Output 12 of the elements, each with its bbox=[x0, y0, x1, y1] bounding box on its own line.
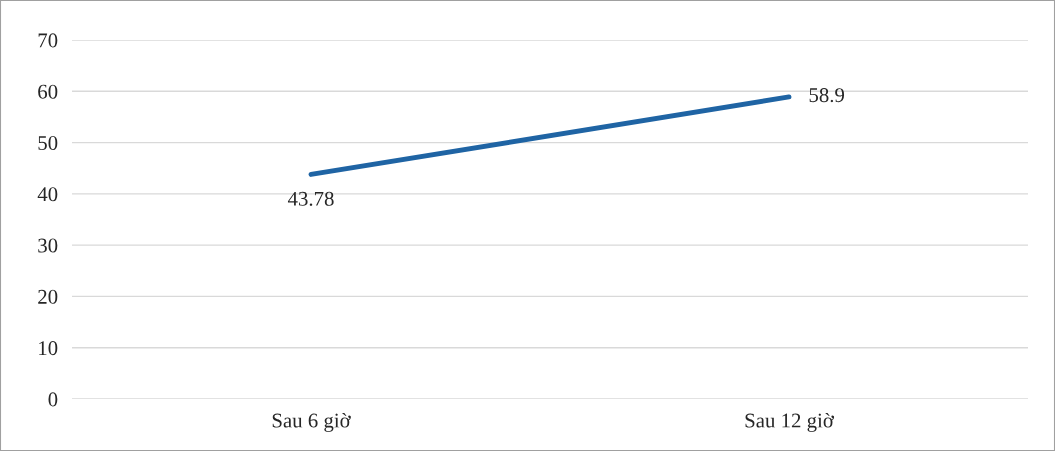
y-tick-label: 50 bbox=[38, 135, 58, 150]
y-tick-label: 20 bbox=[38, 289, 58, 304]
y-tick-label: 40 bbox=[37, 187, 58, 202]
y-tick-label: 30 bbox=[38, 238, 58, 253]
y-tick-label: 70 bbox=[38, 33, 58, 48]
data-label: 43.78 bbox=[287, 191, 334, 206]
x-tick-label: Sau 6 giờ bbox=[272, 412, 351, 432]
data-label: 58.9 bbox=[809, 88, 845, 103]
y-tick-label: 0 bbox=[48, 392, 58, 407]
y-tick-label: 60 bbox=[38, 84, 58, 99]
y-tick-label: 10 bbox=[39, 341, 58, 356]
x-tick-label: Sau 12 giờ bbox=[745, 412, 835, 432]
